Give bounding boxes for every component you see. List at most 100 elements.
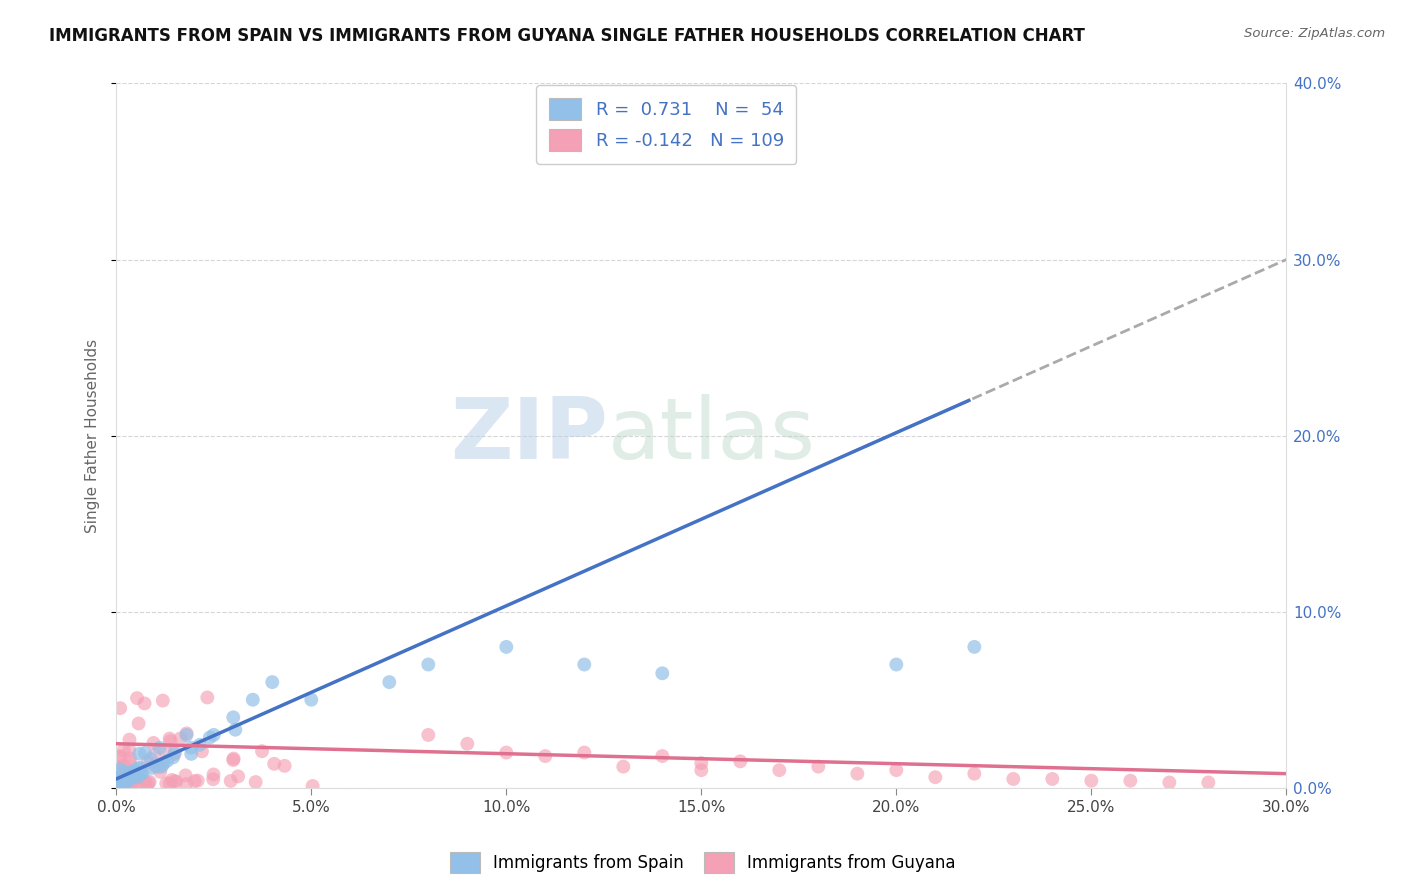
Point bbox=[143, 747, 166, 762]
Text: Source: ZipAtlas.com: Source: ZipAtlas.com bbox=[1244, 27, 1385, 40]
Point bbox=[125, 778, 148, 792]
Point bbox=[112, 764, 135, 779]
Point bbox=[145, 759, 167, 773]
Point bbox=[156, 754, 179, 768]
Point bbox=[138, 774, 160, 789]
Point bbox=[121, 765, 143, 780]
Point bbox=[226, 769, 249, 783]
Point bbox=[124, 764, 146, 778]
Point bbox=[730, 755, 752, 769]
Point bbox=[118, 777, 141, 791]
Text: IMMIGRANTS FROM SPAIN VS IMMIGRANTS FROM GUYANA SINGLE FATHER HOUSEHOLDS CORRELA: IMMIGRANTS FROM SPAIN VS IMMIGRANTS FROM… bbox=[49, 27, 1085, 45]
Point bbox=[202, 772, 225, 786]
Point bbox=[963, 640, 986, 654]
Point bbox=[108, 770, 131, 784]
Point bbox=[141, 761, 163, 775]
Point bbox=[145, 759, 167, 773]
Point bbox=[162, 750, 184, 764]
Point bbox=[153, 743, 176, 757]
Point bbox=[163, 747, 186, 761]
Point bbox=[108, 773, 131, 788]
Point bbox=[418, 728, 440, 742]
Point bbox=[169, 731, 191, 746]
Point bbox=[115, 775, 138, 789]
Point bbox=[108, 749, 131, 764]
Point bbox=[118, 778, 141, 792]
Point bbox=[142, 736, 165, 750]
Point bbox=[884, 763, 907, 777]
Point bbox=[159, 731, 181, 746]
Point bbox=[108, 778, 131, 792]
Point bbox=[245, 775, 267, 789]
Point bbox=[195, 690, 218, 705]
Point bbox=[128, 747, 150, 761]
Point bbox=[651, 749, 673, 764]
Point bbox=[262, 675, 284, 690]
Point bbox=[118, 743, 141, 757]
Point bbox=[108, 760, 131, 774]
Point bbox=[118, 756, 141, 770]
Point bbox=[110, 777, 132, 791]
Point bbox=[1119, 773, 1142, 788]
Point bbox=[112, 779, 135, 793]
Point bbox=[159, 734, 181, 748]
Point bbox=[174, 777, 197, 791]
Point bbox=[222, 751, 245, 765]
Point bbox=[250, 744, 273, 758]
Point bbox=[534, 749, 557, 764]
Point bbox=[108, 771, 131, 785]
Point bbox=[117, 777, 139, 791]
Point bbox=[127, 770, 149, 784]
Point bbox=[159, 776, 181, 790]
Point bbox=[180, 747, 202, 761]
Point bbox=[139, 752, 162, 766]
Point bbox=[574, 746, 596, 760]
Point bbox=[112, 777, 135, 791]
Point bbox=[115, 772, 138, 787]
Point bbox=[124, 772, 146, 786]
Point bbox=[155, 776, 177, 790]
Point bbox=[174, 768, 197, 782]
Text: ZIP: ZIP bbox=[450, 394, 607, 477]
Point bbox=[129, 768, 152, 782]
Point bbox=[125, 691, 148, 706]
Point bbox=[134, 746, 156, 760]
Point bbox=[1040, 772, 1063, 786]
Point bbox=[118, 777, 141, 791]
Legend: Immigrants from Spain, Immigrants from Guyana: Immigrants from Spain, Immigrants from G… bbox=[443, 846, 963, 880]
Point bbox=[378, 675, 401, 690]
Point bbox=[222, 710, 245, 724]
Point bbox=[963, 766, 986, 780]
Point bbox=[108, 775, 131, 789]
Point bbox=[191, 744, 214, 758]
Point bbox=[160, 772, 183, 787]
Point bbox=[690, 756, 713, 770]
Point bbox=[884, 657, 907, 672]
Point bbox=[127, 767, 149, 781]
Point bbox=[202, 728, 225, 742]
Point bbox=[301, 779, 323, 793]
Point bbox=[120, 772, 142, 786]
Point bbox=[263, 756, 285, 771]
Point bbox=[176, 726, 198, 740]
Point bbox=[132, 766, 155, 780]
Point bbox=[807, 759, 830, 773]
Point bbox=[108, 774, 131, 789]
Point bbox=[846, 766, 869, 780]
Point bbox=[120, 751, 142, 765]
Legend: R =  0.731    N =  54, R = -0.142   N = 109: R = 0.731 N = 54, R = -0.142 N = 109 bbox=[536, 86, 796, 164]
Point bbox=[1002, 772, 1025, 786]
Point bbox=[117, 772, 139, 787]
Point bbox=[138, 776, 160, 790]
Point bbox=[651, 666, 673, 681]
Point bbox=[125, 767, 148, 781]
Point bbox=[1159, 775, 1181, 789]
Point bbox=[1080, 773, 1102, 788]
Point bbox=[124, 772, 146, 787]
Point bbox=[150, 759, 173, 773]
Point bbox=[222, 753, 245, 767]
Point bbox=[188, 738, 211, 752]
Point bbox=[108, 775, 131, 789]
Point bbox=[108, 701, 131, 715]
Point bbox=[149, 760, 172, 774]
